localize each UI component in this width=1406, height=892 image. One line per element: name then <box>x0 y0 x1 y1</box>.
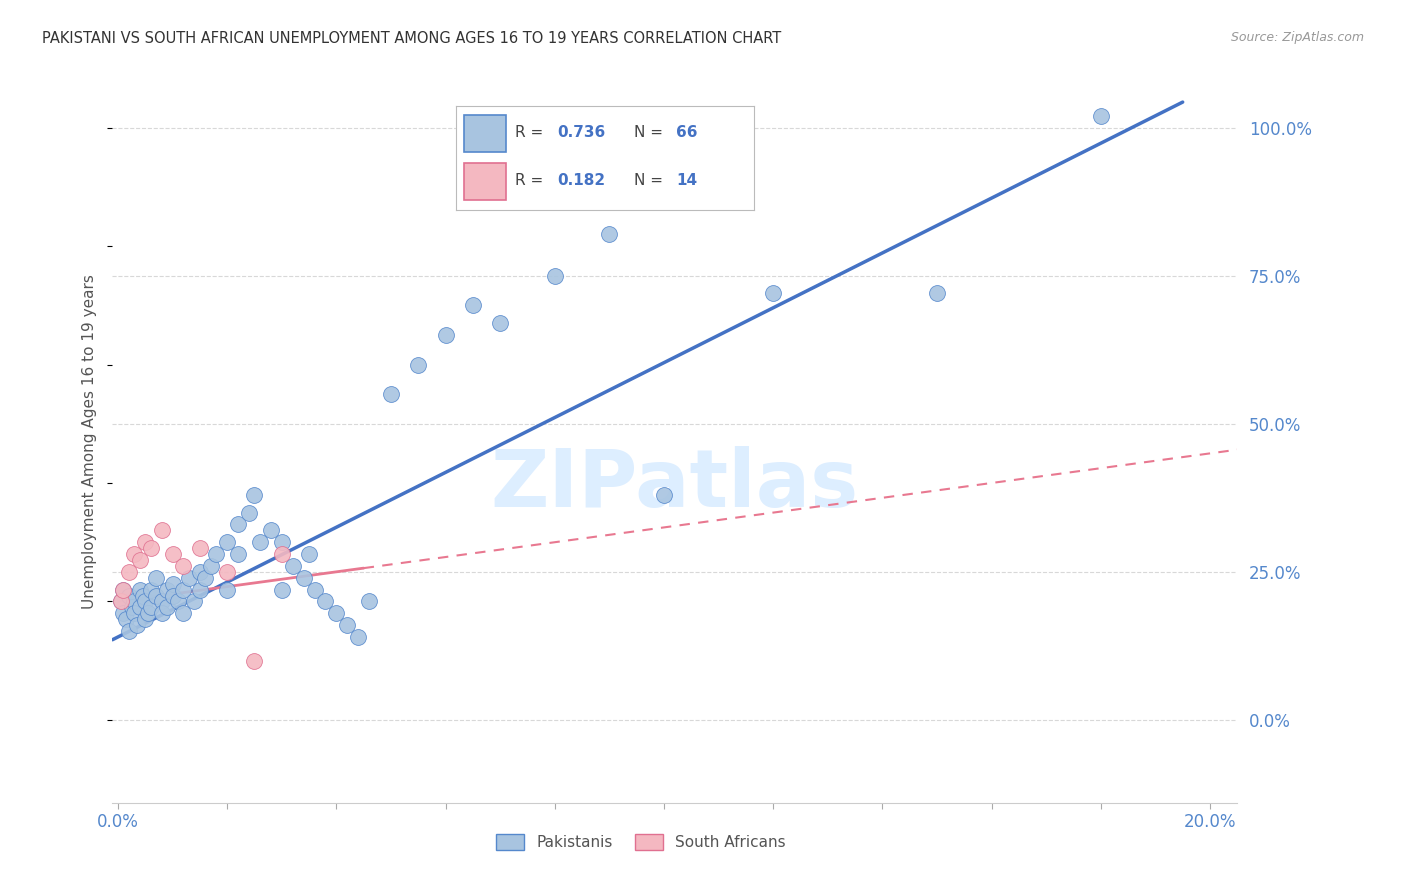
Point <box>325 607 347 621</box>
Point <box>925 286 948 301</box>
Point <box>172 558 194 573</box>
Point <box>162 576 184 591</box>
Point <box>194 571 217 585</box>
Text: PAKISTANI VS SOUTH AFRICAN UNEMPLOYMENT AMONG AGES 16 TO 19 YEARS CORRELATION CH: PAKISTANI VS SOUTH AFRICAN UNEMPLOYMENT … <box>42 31 782 46</box>
Point <box>298 547 321 561</box>
Legend: Pakistanis, South Africans: Pakistanis, South Africans <box>491 829 792 856</box>
Point <box>544 268 567 283</box>
Point <box>139 541 162 556</box>
Point <box>188 565 211 579</box>
Y-axis label: Unemployment Among Ages 16 to 19 years: Unemployment Among Ages 16 to 19 years <box>82 274 97 609</box>
Point <box>177 571 200 585</box>
Point <box>217 565 239 579</box>
Point <box>281 558 304 573</box>
Point <box>118 589 141 603</box>
Point <box>134 594 156 608</box>
Point <box>243 488 266 502</box>
Point <box>380 387 402 401</box>
Point <box>150 607 173 621</box>
Point <box>249 535 271 549</box>
Point <box>652 488 675 502</box>
Point <box>134 535 156 549</box>
Point <box>243 654 266 668</box>
Point <box>270 582 292 597</box>
Point <box>110 594 132 608</box>
Point <box>188 541 211 556</box>
Text: ZIPatlas: ZIPatlas <box>491 446 859 524</box>
Point <box>112 582 135 597</box>
Point <box>162 547 184 561</box>
Point <box>124 547 146 561</box>
Point <box>188 582 211 597</box>
Point <box>115 612 138 626</box>
Point <box>489 316 512 330</box>
Point <box>461 298 484 312</box>
Point <box>112 582 135 597</box>
Point <box>260 524 283 538</box>
Point <box>150 594 173 608</box>
Point <box>145 571 167 585</box>
Point <box>139 600 162 615</box>
Point <box>172 582 194 597</box>
Point <box>200 558 222 573</box>
Point <box>304 582 326 597</box>
Point <box>128 600 150 615</box>
Point <box>270 547 292 561</box>
Point <box>124 594 146 608</box>
Point <box>131 589 153 603</box>
Point <box>205 547 228 561</box>
Point <box>172 607 194 621</box>
Point <box>110 594 132 608</box>
Point <box>314 594 336 608</box>
Point <box>162 589 184 603</box>
Point <box>150 524 173 538</box>
Point <box>434 327 457 342</box>
Point <box>217 535 239 549</box>
Point <box>128 582 150 597</box>
Point <box>112 607 135 621</box>
Point <box>167 594 190 608</box>
Point <box>118 565 141 579</box>
Point <box>292 571 315 585</box>
Text: Source: ZipAtlas.com: Source: ZipAtlas.com <box>1230 31 1364 45</box>
Point <box>183 594 205 608</box>
Point <box>1090 109 1112 123</box>
Point <box>124 607 146 621</box>
Point <box>217 582 239 597</box>
Point <box>406 358 429 372</box>
Point <box>156 600 179 615</box>
Point <box>136 607 159 621</box>
Point <box>145 589 167 603</box>
Point <box>156 582 179 597</box>
Point <box>139 582 162 597</box>
Point <box>238 506 260 520</box>
Point <box>270 535 292 549</box>
Point <box>134 612 156 626</box>
Point <box>128 553 150 567</box>
Point <box>762 286 785 301</box>
Point <box>226 517 249 532</box>
Point <box>347 630 370 644</box>
Point <box>359 594 381 608</box>
Point <box>226 547 249 561</box>
Point <box>125 618 148 632</box>
Point <box>121 600 143 615</box>
Point <box>598 227 620 242</box>
Point <box>336 618 359 632</box>
Point <box>118 624 141 638</box>
